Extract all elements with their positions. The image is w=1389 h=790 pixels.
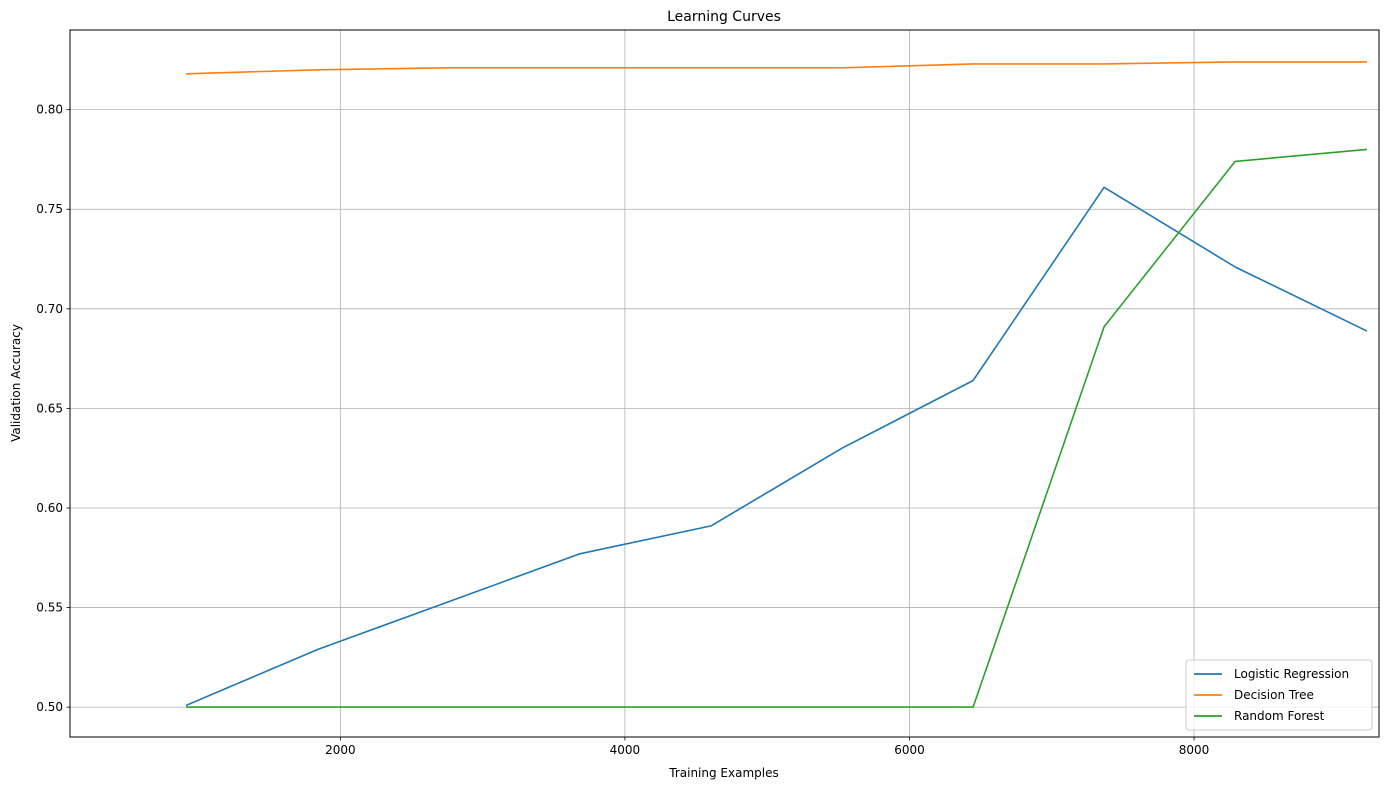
y-tick-label: 0.65 bbox=[36, 401, 63, 415]
y-tick-label: 0.75 bbox=[36, 202, 63, 216]
x-axis-title: Training Examples bbox=[668, 766, 778, 780]
legend-label-random-forest: Random Forest bbox=[1234, 709, 1325, 723]
chart-title: Learning Curves bbox=[667, 9, 781, 25]
legend-box bbox=[1185, 659, 1373, 731]
series-line-random-forest bbox=[186, 148, 1368, 708]
legend-label-logistic-regression: Logistic Regression bbox=[1234, 667, 1349, 681]
x-tick-label: 4000 bbox=[610, 743, 641, 757]
legend: Logistic Regression Decision Tree Random… bbox=[1185, 659, 1373, 731]
series-line-decision-tree bbox=[185, 61, 1367, 75]
series-lines bbox=[185, 61, 1368, 708]
plot-frame bbox=[69, 29, 1380, 738]
x-tick-label: 6000 bbox=[894, 743, 925, 757]
x-tick-label: 2000 bbox=[325, 743, 356, 757]
y-tick-label: 0.55 bbox=[36, 601, 63, 615]
y-tick-label: 0.60 bbox=[36, 501, 63, 515]
y-axis-title: Validation Accuracy bbox=[9, 324, 23, 442]
axis-ticks: 2000 4000 6000 8000 0.50 0.55 0.60 0.65 0.70 0.75… bbox=[36, 103, 1209, 757]
x-tick-label: 8000 bbox=[1179, 743, 1210, 757]
series-line-logistic-regression bbox=[185, 186, 1368, 707]
y-tick-label: 0.50 bbox=[36, 700, 63, 714]
legend-label-decision-tree: Decision Tree bbox=[1234, 688, 1314, 702]
y-tick-label: 0.70 bbox=[36, 302, 63, 316]
y-tick-label: 0.80 bbox=[36, 103, 63, 117]
